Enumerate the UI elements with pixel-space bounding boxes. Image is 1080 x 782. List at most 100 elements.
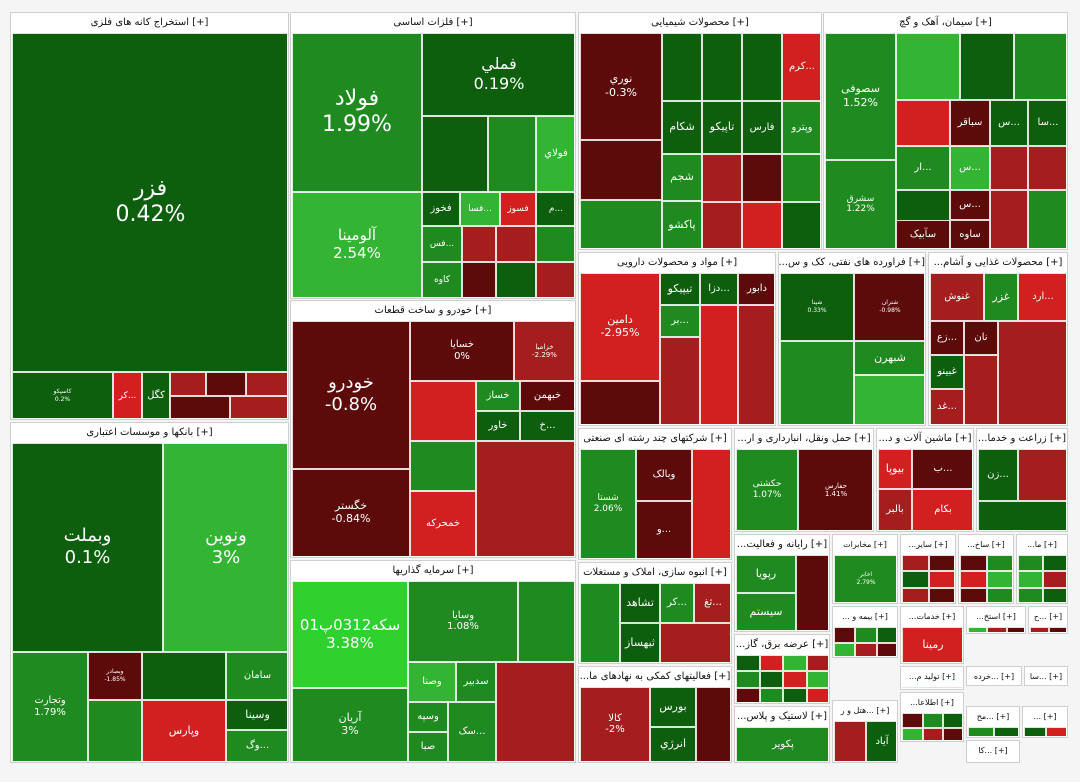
- stock-tile-unlabeled[interactable]: [410, 441, 476, 491]
- stock-tile-unlabeled[interactable]: [742, 154, 782, 202]
- stock-tile[interactable]: خساز: [476, 381, 520, 411]
- stock-tile[interactable]: ...ثغ: [694, 583, 730, 623]
- sector-title[interactable]: [+] بیمه و ...: [833, 607, 897, 627]
- stock-tile[interactable]: وسپه: [408, 702, 448, 732]
- stock-tile-unlabeled[interactable]: [834, 721, 866, 761]
- stock-tile[interactable]: ...ار: [896, 146, 950, 190]
- stock-tile-unlabeled[interactable]: [796, 555, 828, 630]
- stock-tile-unlabeled[interactable]: [206, 372, 246, 396]
- stock-tile-unlabeled[interactable]: [1018, 555, 1043, 572]
- sector-title[interactable]: [+] ساير...: [901, 535, 955, 555]
- stock-tile[interactable]: ...سا: [1028, 100, 1066, 146]
- stock-tile[interactable]: دابور: [738, 273, 774, 305]
- stock-tile-unlabeled[interactable]: [782, 202, 820, 248]
- sector-title[interactable]: [+] انبوه سازی، املاک و مستغلات: [579, 563, 731, 583]
- stock-tile-unlabeled[interactable]: [990, 146, 1028, 190]
- stock-tile-unlabeled[interactable]: [902, 687, 923, 688]
- sector-5[interactable]: [+] خودرو و ساخت قطعات خودرو -0.8% خسایا 0% خ…: [290, 300, 576, 558]
- stock-tile-unlabeled[interactable]: [1043, 571, 1066, 588]
- stock-tile[interactable]: حکشتی 1.07%: [736, 449, 798, 530]
- stock-tile-unlabeled[interactable]: [987, 627, 1007, 632]
- stock-tile-unlabeled[interactable]: [1024, 727, 1046, 736]
- stock-tile-unlabeled[interactable]: [580, 381, 660, 424]
- sector-title[interactable]: [+] ...مح: [967, 707, 1019, 727]
- stock-tile-unlabeled[interactable]: [782, 154, 820, 202]
- stock-tile[interactable]: سشرق 1.22%: [825, 160, 896, 248]
- sector-title[interactable]: [+] اطلاعا...: [901, 693, 963, 713]
- sector-19[interactable]: [+] ساخ...: [958, 534, 1014, 604]
- stock-tile-unlabeled[interactable]: [783, 687, 807, 702]
- sector-title[interactable]: [+] محصولات غذایی و آشام...: [929, 253, 1067, 273]
- stock-tile-unlabeled[interactable]: [536, 226, 574, 262]
- stock-tile-unlabeled[interactable]: [1006, 627, 1024, 632]
- stock-tile[interactable]: شپنا 0.33%: [780, 273, 854, 341]
- stock-tile-unlabeled[interactable]: [736, 671, 760, 688]
- sector-title[interactable]: [+] ...: [1023, 707, 1067, 727]
- stock-tile[interactable]: اخابر 2.79%: [834, 555, 896, 602]
- stock-tile[interactable]: ...ب: [912, 449, 972, 489]
- sector-28[interactable]: [+] ...سا: [1024, 666, 1068, 686]
- sector-1[interactable]: [+] فلزات اساسی فولاد 1.99% فملي 0.19% آلومین…: [290, 12, 576, 299]
- stock-tile-unlabeled[interactable]: [929, 571, 954, 588]
- sector-10[interactable]: [+] حمل ونقل، انبارداری و ار... حکشتی 1.07…: [734, 428, 874, 532]
- stock-tile[interactable]: آیاد: [866, 721, 896, 761]
- stock-tile[interactable]: ...فس: [422, 226, 462, 262]
- sector-18[interactable]: [+] ساير...: [900, 534, 956, 604]
- stock-tile[interactable]: وسایا 1.08%: [408, 581, 518, 662]
- stock-tile[interactable]: وصنا: [408, 662, 456, 702]
- stock-tile-unlabeled[interactable]: [987, 587, 1012, 602]
- stock-tile-unlabeled[interactable]: [783, 655, 807, 672]
- stock-tile-unlabeled[interactable]: [422, 116, 488, 192]
- sector-title[interactable]: [+] مواد و محصولات دارویی: [579, 253, 775, 273]
- stock-tile-unlabeled[interactable]: [1028, 190, 1066, 248]
- stock-tile-unlabeled[interactable]: [246, 372, 287, 396]
- stock-tile-unlabeled[interactable]: [88, 700, 142, 761]
- sector-title[interactable]: [+] لاستیک و پلاس...: [735, 707, 829, 727]
- sector-title[interactable]: [+] ...ح: [1029, 607, 1067, 627]
- stock-tile-unlabeled[interactable]: [902, 713, 923, 728]
- stock-tile-unlabeled[interactable]: [1049, 627, 1066, 632]
- stock-tile-unlabeled[interactable]: [660, 337, 700, 424]
- stock-tile[interactable]: خزامیا -2.29%: [514, 321, 574, 381]
- stock-tile-unlabeled[interactable]: [806, 671, 828, 688]
- stock-tile[interactable]: خاور: [476, 411, 520, 441]
- stock-tile[interactable]: فولاد 1.99%: [292, 33, 422, 192]
- stock-tile-unlabeled[interactable]: [876, 627, 896, 643]
- sector-title[interactable]: [+] محصولات شیمیایی: [579, 13, 821, 33]
- stock-tile-unlabeled[interactable]: [854, 375, 924, 424]
- stock-tile-unlabeled[interactable]: [1046, 727, 1066, 736]
- stock-tile-unlabeled[interactable]: [696, 687, 730, 761]
- sector-15[interactable]: [+] فعالیتهای کمکی به نهادهای ما... کالا -…: [578, 666, 732, 763]
- sector-34[interactable]: [+] ...کا: [966, 740, 1020, 763]
- stock-tile[interactable]: شستا 2.06%: [580, 449, 636, 558]
- sector-0[interactable]: [+] استخراج کانه های فلزی فزر 0.42% کاسپکو 0…: [10, 12, 289, 420]
- sector-25[interactable]: [+] بیمه و ...: [832, 606, 898, 658]
- stock-tile[interactable]: بالبر: [878, 489, 912, 530]
- sector-12[interactable]: [+] زراعت و خدما... ...زن: [976, 428, 1068, 532]
- stock-tile-unlabeled[interactable]: [1014, 33, 1066, 100]
- stock-tile-unlabeled[interactable]: [876, 642, 896, 656]
- sector-17[interactable]: [+] مخابرات اخابر 2.79%: [832, 534, 898, 604]
- stock-tile-unlabeled[interactable]: [960, 555, 987, 572]
- sector-16[interactable]: [+] رایانه و فعالیت... رپویا سیستم: [734, 534, 830, 632]
- sector-13[interactable]: [+] سرمایه گذاریها سکه0312پ01 3.38% وسایا 1.…: [290, 560, 576, 763]
- stock-tile[interactable]: ...کر: [113, 372, 142, 418]
- stock-tile[interactable]: نوري -0.3%: [580, 33, 662, 140]
- stock-tile-unlabeled[interactable]: [759, 687, 783, 702]
- stock-tile-unlabeled[interactable]: [968, 627, 988, 632]
- stock-tile[interactable]: ...سک: [448, 702, 496, 761]
- sector-title[interactable]: [+] حمل ونقل، انبارداری و ار...: [735, 429, 873, 449]
- stock-tile-unlabeled[interactable]: [943, 687, 962, 688]
- stock-tile-unlabeled[interactable]: [1030, 627, 1049, 632]
- stock-tile-unlabeled[interactable]: [580, 200, 662, 248]
- stock-tile[interactable]: کاسپکو 0.2%: [12, 372, 113, 418]
- stock-tile[interactable]: خمحرکه: [410, 491, 476, 556]
- sector-title[interactable]: [+] زراعت و خدما...: [977, 429, 1067, 449]
- sector-title[interactable]: [+] خودرو و ساخت قطعات: [291, 301, 575, 321]
- stock-tile[interactable]: نان: [964, 321, 998, 355]
- stock-tile-unlabeled[interactable]: [142, 652, 226, 700]
- sector-8[interactable]: [+] محصولات غذایی و آشام... غنوش غزر ...ارد…: [928, 252, 1068, 426]
- stock-tile[interactable]: فسوز: [500, 192, 536, 226]
- stock-tile-unlabeled[interactable]: [702, 154, 742, 202]
- stock-tile-unlabeled[interactable]: [536, 262, 574, 297]
